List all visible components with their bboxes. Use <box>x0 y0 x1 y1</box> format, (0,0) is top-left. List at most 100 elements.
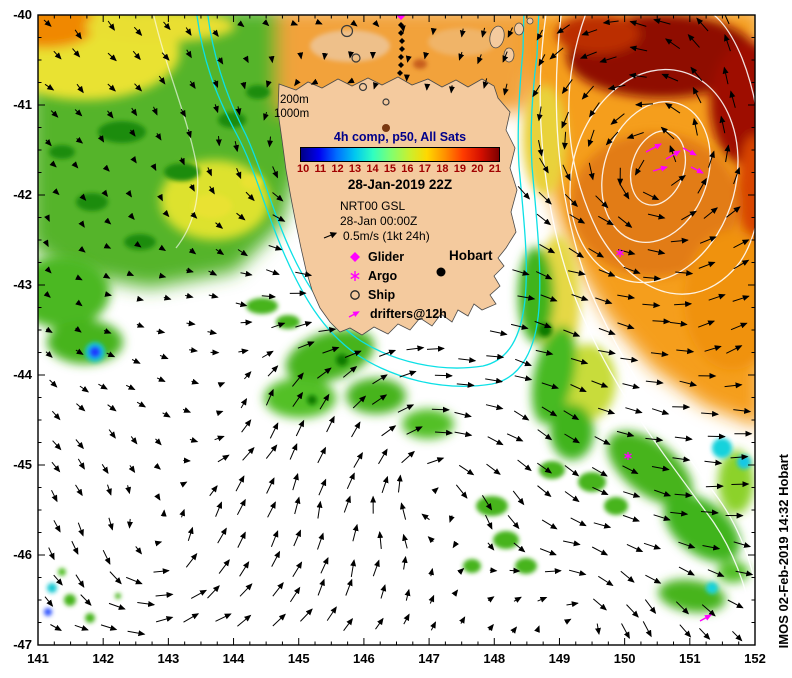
current-vector <box>316 500 323 519</box>
flinders-island <box>489 25 505 49</box>
current-vector <box>52 440 62 451</box>
current-vector <box>262 19 270 27</box>
y-tick-label: -42 <box>13 187 32 202</box>
current-vector <box>708 293 726 301</box>
current-vector <box>295 271 313 278</box>
current-vector <box>265 444 278 459</box>
current-vector <box>185 267 194 274</box>
current-vector <box>217 527 227 544</box>
current-vector <box>79 193 87 201</box>
current-vector <box>454 431 473 438</box>
current-vector <box>692 86 702 104</box>
current-vector <box>642 302 661 309</box>
drifter-icon <box>348 311 360 318</box>
argo-float-markers <box>616 249 632 460</box>
current-vector <box>454 411 472 418</box>
current-vector <box>235 475 245 492</box>
current-vector <box>642 191 660 201</box>
current-vector <box>607 84 626 91</box>
current-vector <box>537 139 544 157</box>
current-vector <box>237 20 245 28</box>
y-axis-labels: -40 -41 -42 -43 -44 -45 -46 -47 <box>0 0 34 678</box>
current-vector <box>134 240 142 248</box>
current-vector <box>215 222 224 229</box>
current-vector <box>537 462 553 474</box>
current-vector <box>134 83 143 92</box>
current-vector <box>674 492 693 499</box>
current-vector <box>235 106 242 116</box>
y-tick-label: -46 <box>13 547 32 562</box>
y-tick-label: -40 <box>13 7 32 22</box>
current-vector <box>107 83 116 92</box>
current-vector <box>626 604 639 618</box>
current-vector <box>108 429 116 439</box>
current-vector <box>564 193 579 208</box>
current-vector <box>587 129 595 147</box>
current-vector <box>434 429 453 436</box>
current-vector <box>107 404 117 412</box>
colorbar-tick-label: 20 <box>471 163 484 175</box>
current-vector <box>679 624 692 638</box>
current-vector <box>426 345 445 352</box>
current-vector <box>130 436 138 445</box>
current-vector <box>733 239 750 249</box>
current-vector <box>135 546 143 555</box>
current-vector <box>539 548 557 556</box>
current-vector <box>155 133 162 141</box>
axis-ticks <box>37 14 756 646</box>
current-vector <box>534 625 540 633</box>
current-vector <box>698 320 716 328</box>
current-vector <box>487 596 495 603</box>
current-vector <box>660 126 675 140</box>
current-vector <box>628 72 647 79</box>
current-vector <box>179 481 188 488</box>
current-vector <box>51 489 58 503</box>
current-vector <box>506 433 524 442</box>
x-tick-label: 145 <box>287 651 310 666</box>
current-vector <box>670 237 689 244</box>
current-vector <box>213 104 219 114</box>
current-vector <box>507 514 520 530</box>
current-vector <box>541 382 559 390</box>
current-vector <box>290 19 299 26</box>
current-vector <box>185 553 198 568</box>
current-vector <box>207 585 220 599</box>
current-vector <box>188 184 195 192</box>
current-vector <box>486 353 505 360</box>
current-vector <box>696 17 709 32</box>
current-vector <box>126 270 135 276</box>
current-vector <box>350 559 357 577</box>
legend-item-drifters: drifters@12h <box>347 307 447 321</box>
current-vector <box>127 630 146 637</box>
current-vector <box>536 29 543 41</box>
observation-markers <box>340 15 712 622</box>
current-vector <box>316 367 332 379</box>
current-vector <box>375 617 384 630</box>
current-vector <box>160 509 167 517</box>
current-vector <box>272 613 286 627</box>
x-tick-label: 143 <box>157 651 180 666</box>
current-vector <box>44 139 52 147</box>
current-vector <box>619 183 630 200</box>
current-vector <box>401 450 415 464</box>
current-vector <box>371 394 388 405</box>
current-vector <box>617 294 636 300</box>
x-tick-label: 144 <box>222 651 245 666</box>
ship-icon <box>350 290 360 300</box>
legend-item-glider: Glider <box>349 250 404 264</box>
current-vector <box>534 320 552 329</box>
current-vector <box>106 110 114 119</box>
current-vector <box>536 213 552 226</box>
current-vector <box>50 624 62 631</box>
current-vector <box>704 459 723 466</box>
current-vector <box>292 391 304 407</box>
current-vector <box>539 243 556 254</box>
glider-icon <box>350 252 360 262</box>
current-vector <box>401 555 408 570</box>
current-vector <box>150 163 157 171</box>
current-vector <box>721 15 730 25</box>
current-vector <box>131 357 141 364</box>
current-vector <box>562 540 581 547</box>
current-vector <box>182 407 192 413</box>
current-vector <box>215 613 232 622</box>
